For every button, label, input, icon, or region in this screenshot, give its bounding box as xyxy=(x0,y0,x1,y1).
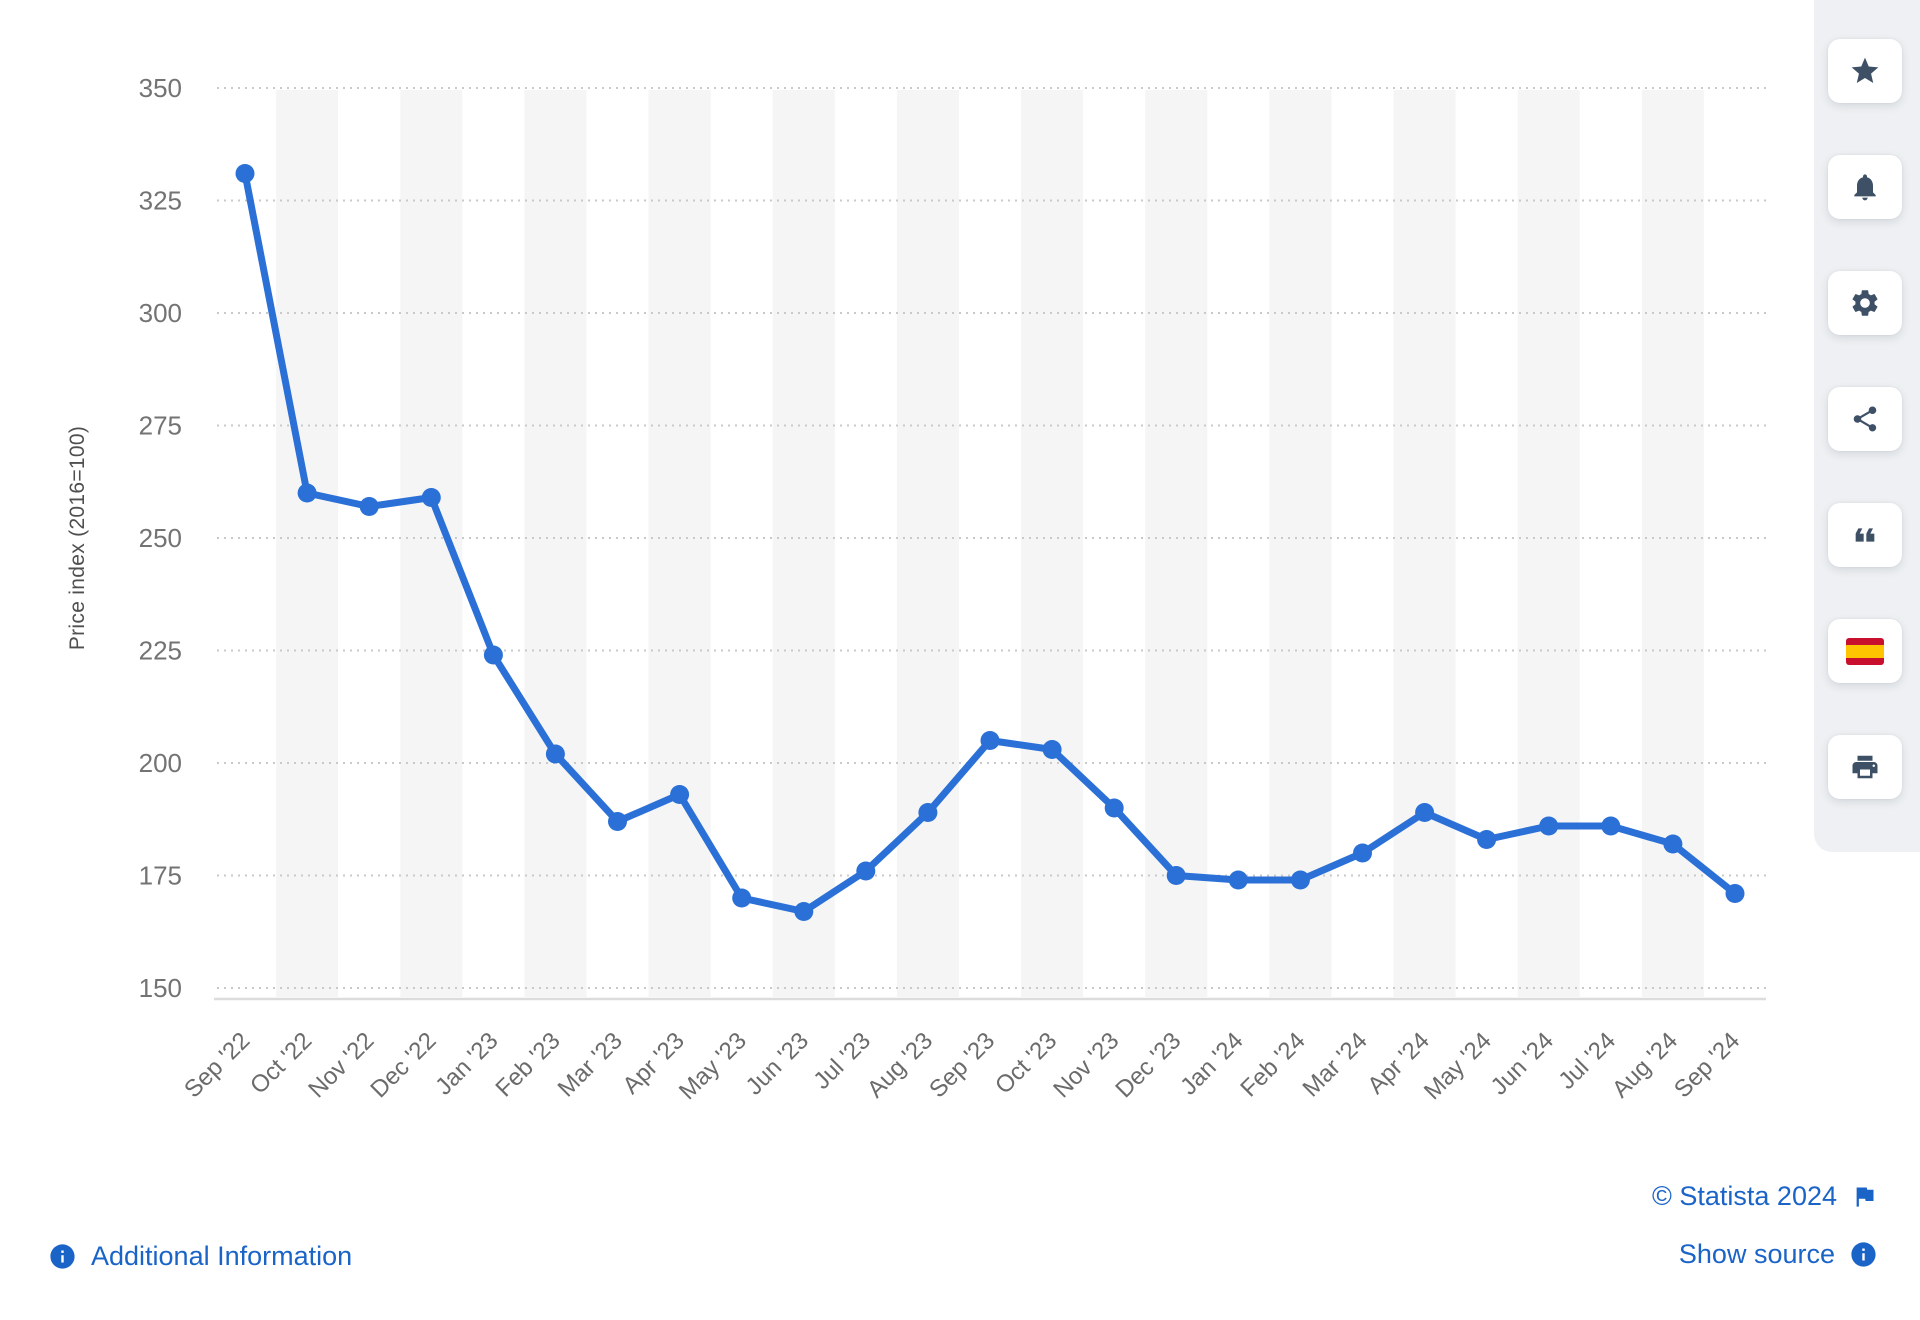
data-point[interactable]: Apr '23: 193 xyxy=(670,785,690,804)
background-stripe xyxy=(1021,90,1084,997)
data-point[interactable]: Jan '23: 224 xyxy=(483,645,503,665)
data-point[interactable]: Aug '24: 182 xyxy=(1663,834,1683,854)
language-spanish-button[interactable] xyxy=(1828,619,1902,683)
data-point[interactable]: May '24: 183 xyxy=(1477,830,1497,849)
background-stripe xyxy=(1393,90,1456,997)
x-tick-label: Sep '22 xyxy=(179,1027,255,1103)
show-source-label: Show source xyxy=(1678,1239,1835,1269)
data-point[interactable]: Aug '23: 189 xyxy=(918,803,938,822)
printer-icon xyxy=(1852,755,1878,779)
share-icon xyxy=(1853,406,1877,432)
x-tick-label: Aug '24 xyxy=(1607,1027,1683,1103)
data-point[interactable]: Oct '23: 203 xyxy=(1042,740,1062,759)
data-point[interactable]: Apr '24: 189 xyxy=(1415,803,1435,822)
star-icon xyxy=(1851,57,1879,83)
x-tick-label: May '23 xyxy=(674,1027,752,1105)
x-tick-label: Aug '23 xyxy=(862,1027,938,1103)
data-point[interactable]: Nov '22: 257 xyxy=(359,497,379,516)
x-tick-label: Sep '23 xyxy=(924,1027,1000,1103)
data-point[interactable]: Jul '24: 186 xyxy=(1601,816,1621,836)
y-tick-label: 250 xyxy=(139,523,182,553)
background-stripe xyxy=(276,90,339,997)
share-button[interactable] xyxy=(1828,387,1902,451)
spain-flag-icon xyxy=(1846,637,1884,665)
data-point[interactable]: Jun '24: 186 xyxy=(1539,816,1559,836)
additional-information-label: Additional Information xyxy=(91,1241,353,1271)
y-tick-label: 300 xyxy=(139,298,182,328)
x-tick-label: Sep '24 xyxy=(1669,1027,1745,1103)
x-tick-label: Mar '23 xyxy=(553,1027,628,1102)
price-index-line xyxy=(241,170,1739,915)
y-tick-label: 325 xyxy=(139,186,182,216)
background-stripe xyxy=(772,90,835,997)
show-source-link[interactable]: Show source xyxy=(1679,1239,1878,1270)
background-stripe xyxy=(1517,90,1580,997)
data-point[interactable]: Jul '23: 176 xyxy=(856,861,876,881)
x-tick-label: Dec '22 xyxy=(365,1027,441,1103)
data-point[interactable]: Sep '23: 205 xyxy=(980,731,1000,750)
x-tick-label: Jun '23 xyxy=(741,1027,814,1100)
data-point[interactable]: Feb '24: 174 xyxy=(1290,870,1310,890)
x-tick-label: Jun '24 xyxy=(1486,1027,1559,1100)
background-stripe xyxy=(896,90,959,997)
print-button[interactable] xyxy=(1828,735,1902,799)
x-tick-label: Feb '24 xyxy=(1235,1027,1310,1102)
data-point[interactable]: Sep '24: 171 xyxy=(1725,884,1745,903)
data-point[interactable]: Dec '23: 175 xyxy=(1166,866,1186,885)
background-stripe xyxy=(1269,90,1332,997)
y-tick-label: 150 xyxy=(139,973,182,1003)
copyright-text: © Statista 2024 xyxy=(1651,1181,1837,1211)
additional-information-link[interactable]: Additional Information xyxy=(48,1241,352,1272)
data-point[interactable]: Jan '24: 174 xyxy=(1228,870,1248,890)
x-tick-label: May '24 xyxy=(1419,1027,1497,1105)
y-tick-label: 200 xyxy=(139,748,182,778)
data-point[interactable]: Jun '23: 167 xyxy=(794,902,814,921)
x-tick-label: Mar '24 xyxy=(1298,1027,1373,1102)
copyright-row: © Statista 2024 xyxy=(1652,1181,1878,1212)
info-icon xyxy=(50,1244,75,1269)
cite-button[interactable] xyxy=(1828,503,1902,567)
x-tick-label: Jan '23 xyxy=(430,1027,503,1100)
bell-icon xyxy=(1854,174,1876,201)
y-axis-title: Price index (2016=100) xyxy=(66,425,89,651)
price-index-line-chart: 350 325 300 275 250 225 200 175 150 Sep '22 Oct '2… xyxy=(139,73,1766,1105)
settings-button[interactable] xyxy=(1828,271,1902,335)
data-point[interactable]: Sep '22: 331 xyxy=(235,164,255,183)
y-tick-label: 225 xyxy=(139,636,182,666)
data-point[interactable]: May '23: 170 xyxy=(732,888,752,908)
background-stripe xyxy=(524,90,587,997)
quote-icon xyxy=(1855,528,1875,542)
data-point[interactable]: Nov '23: 190 xyxy=(1104,798,1124,818)
background-stripe xyxy=(1145,90,1208,997)
x-tick-label: Feb '23 xyxy=(491,1027,566,1102)
favorite-button[interactable] xyxy=(1828,39,1902,103)
chart-area: 350 325 300 275 250 225 200 175 150 Sep '22 Oct '2… xyxy=(66,73,1766,1105)
y-tick-label: 175 xyxy=(139,861,182,891)
x-tick-label: Dec '23 xyxy=(1110,1027,1186,1103)
x-tick-label: Jan '24 xyxy=(1175,1027,1248,1100)
notifications-button[interactable] xyxy=(1828,155,1902,219)
data-point[interactable]: Dec '22: 259 xyxy=(421,488,441,507)
data-point[interactable]: Mar '23: 187 xyxy=(608,812,627,831)
x-tick-label: Nov '23 xyxy=(1048,1027,1124,1103)
background-stripe xyxy=(648,90,711,997)
y-tick-label: 275 xyxy=(139,411,182,441)
flag-icon[interactable] xyxy=(1851,1183,1878,1210)
data-point[interactable]: Oct '22: 260 xyxy=(297,483,317,503)
x-tick-label: Nov '22 xyxy=(303,1027,379,1103)
info-icon xyxy=(1851,1242,1876,1267)
data-point[interactable]: Feb '23: 202 xyxy=(545,744,565,764)
data-point[interactable]: Mar '24: 180 xyxy=(1353,843,1372,863)
y-tick-label: 350 xyxy=(139,73,182,103)
gear-icon xyxy=(1852,290,1878,316)
